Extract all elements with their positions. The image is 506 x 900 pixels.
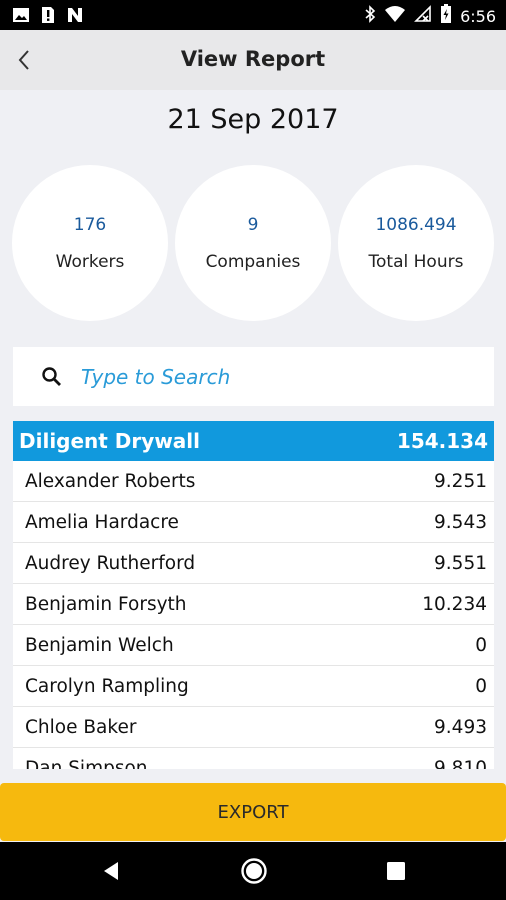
n-logo-icon <box>66 6 84 28</box>
list-item[interactable]: Benjamin Welch 0 <box>13 625 494 666</box>
stat-companies-value: 9 <box>247 215 259 235</box>
report-date: 21 Sep 2017 <box>167 104 339 135</box>
worker-hours: 9.551 <box>434 552 487 574</box>
company-group-header[interactable]: Diligent Drywall 154.134 <box>13 421 494 461</box>
triangle-back-icon <box>104 862 118 880</box>
export-button[interactable]: EXPORT <box>0 783 506 841</box>
worker-name: Audrey Rutherford <box>25 552 196 574</box>
worker-hours: 0 <box>475 675 487 697</box>
back-button[interactable] <box>6 42 42 78</box>
app-bar: View Report <box>0 30 506 90</box>
worker-name: Carolyn Rampling <box>25 675 189 697</box>
worker-hours: 10.234 <box>422 593 487 615</box>
list-item[interactable]: Alexander Roberts 9.251 <box>13 461 494 502</box>
worker-name: Chloe Baker <box>25 716 137 738</box>
worker-hours: 9.543 <box>434 511 487 533</box>
worker-hours: 0 <box>475 634 487 656</box>
status-bar: 6:56 <box>0 0 506 30</box>
list-item[interactable]: Dan Simpson 9.810 <box>13 748 494 769</box>
page-title: View Report <box>180 47 326 71</box>
stat-companies: 9 Companies <box>175 165 331 321</box>
company-hours: 154.134 <box>396 429 488 453</box>
image-icon <box>12 7 30 27</box>
worker-hours: 9.810 <box>434 757 487 770</box>
bluetooth-icon <box>364 5 376 27</box>
stat-total-hours-value: 1086.494 <box>375 215 457 235</box>
worker-list: Diligent Drywall 154.134 Alexander Rober… <box>13 421 494 769</box>
sim-alert-icon <box>40 6 56 28</box>
square-recents-icon <box>387 862 405 880</box>
stat-workers: 176 Workers <box>12 165 168 321</box>
status-time: 6:56 <box>460 6 496 26</box>
worker-name: Alexander Roberts <box>25 470 196 492</box>
list-item[interactable]: Benjamin Forsyth 10.234 <box>13 584 494 625</box>
company-name: Diligent Drywall <box>19 429 200 453</box>
worker-hours: 9.251 <box>434 470 487 492</box>
worker-name: Benjamin Forsyth <box>25 593 187 615</box>
list-item[interactable]: Carolyn Rampling 0 <box>13 666 494 707</box>
no-signal-icon <box>414 5 432 27</box>
system-nav-bar <box>0 842 506 900</box>
stat-total-hours: 1086.494 Total Hours <box>338 165 494 321</box>
worker-name: Dan Simpson <box>25 757 148 770</box>
stat-companies-label: Companies <box>205 252 301 272</box>
nav-recents-button[interactable] <box>381 856 411 886</box>
stat-total-hours-label: Total Hours <box>368 252 464 272</box>
list-item[interactable]: Amelia Hardacre 9.543 <box>13 502 494 543</box>
list-item[interactable]: Chloe Baker 9.493 <box>13 707 494 748</box>
nav-back-button[interactable] <box>96 856 126 886</box>
wifi-icon <box>384 5 406 27</box>
stat-workers-value: 176 <box>73 215 107 235</box>
nav-home-button[interactable] <box>239 856 269 886</box>
worker-hours: 9.493 <box>434 716 487 738</box>
worker-name: Amelia Hardacre <box>25 511 179 533</box>
search-bar <box>13 347 494 406</box>
worker-name: Benjamin Welch <box>25 634 174 656</box>
chevron-left-icon <box>18 50 29 70</box>
list-item[interactable]: Audrey Rutherford 9.551 <box>13 543 494 584</box>
stat-workers-label: Workers <box>55 252 125 272</box>
circle-home-icon <box>241 858 267 884</box>
battery-charging-icon <box>440 4 452 28</box>
search-input[interactable] <box>81 357 471 397</box>
search-icon <box>41 366 63 392</box>
